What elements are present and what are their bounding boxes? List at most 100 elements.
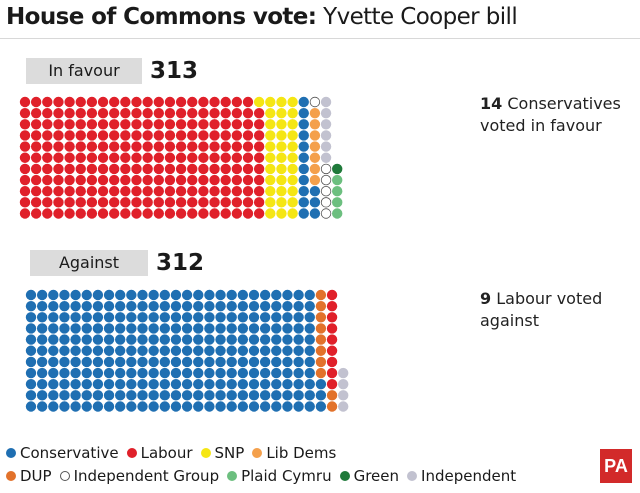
dot-favour-labour — [53, 141, 64, 152]
dot-against-conservative — [271, 390, 282, 401]
dot-against-conservative — [159, 334, 170, 345]
dot-favour-labour — [97, 107, 109, 119]
dot-against-independent — [338, 390, 349, 401]
dot-against-conservative — [193, 300, 204, 312]
dot-against-conservative — [25, 345, 37, 356]
dot-favour-labour — [30, 186, 42, 197]
dot-against-conservative — [259, 356, 271, 368]
dot-favour-labour — [120, 208, 131, 219]
dot-against-conservative — [204, 367, 215, 379]
dot-against-conservative — [148, 312, 159, 323]
dot-against-conservative — [159, 289, 170, 301]
against-total: 312 — [156, 250, 205, 276]
dot-against-conservative — [159, 356, 170, 368]
dot-against-conservative — [282, 367, 293, 379]
dot-against-conservative — [81, 300, 92, 312]
dot-against-conservative — [59, 323, 70, 334]
dot-against-conservative — [159, 390, 170, 401]
dot-against-conservative — [25, 367, 37, 379]
dot-favour-conservative — [298, 174, 309, 186]
dot-favour-labour — [75, 107, 86, 119]
dot-favour-conservative — [298, 141, 309, 152]
legend-swatch-green — [339, 471, 350, 481]
dot-against-conservative — [248, 345, 260, 356]
dot-favour-labour — [253, 174, 265, 186]
dot-favour-labour — [187, 130, 198, 141]
dot-against-conservative — [25, 323, 37, 334]
dot-favour-labour — [198, 141, 209, 152]
dot-against-conservative — [293, 390, 304, 401]
dot-against-conservative — [25, 356, 37, 368]
dot-favour-plaid-cymru — [332, 174, 343, 186]
dot-favour-labour — [198, 96, 209, 108]
dot-favour-snp — [276, 174, 287, 186]
dot-favour-snp — [287, 197, 298, 208]
dot-against-conservative — [282, 390, 293, 401]
dot-against-conservative — [315, 379, 327, 390]
dot-favour-labour — [131, 163, 142, 175]
dot-against-conservative — [115, 300, 126, 312]
dot-against-conservative — [170, 300, 182, 312]
dot-favour-labour — [131, 208, 142, 219]
dot-favour-labour — [142, 107, 153, 119]
dot-favour-labour — [30, 174, 42, 186]
legend-swatch-independent — [407, 471, 418, 481]
dot-favour-labour — [86, 130, 98, 141]
dot-favour-labour — [120, 107, 131, 119]
dot-against-conservative — [259, 323, 271, 334]
dot-against-conservative — [103, 390, 115, 401]
legend-item-independent-group: Independent Group — [59, 467, 219, 485]
dot-against-conservative — [115, 367, 126, 379]
dot-favour-labour — [164, 96, 176, 108]
dot-against-conservative — [193, 367, 204, 379]
dot-against-conservative — [181, 401, 193, 412]
dot-against-conservative — [170, 323, 182, 334]
dot-favour-labour — [209, 197, 220, 208]
dot-against-conservative — [259, 401, 271, 412]
dot-against-conservative — [282, 312, 293, 323]
dot-favour-labour — [19, 197, 31, 208]
dot-favour-snp — [276, 163, 287, 175]
legend-label-green: Green — [353, 467, 400, 485]
dot-favour-labour — [53, 186, 64, 197]
dot-favour-snp — [265, 163, 276, 175]
dot-favour-labour — [142, 186, 153, 197]
dot-favour-labour — [242, 119, 254, 130]
dot-favour-labour — [153, 208, 164, 219]
dot-favour-plaid-cymru — [332, 186, 343, 197]
dot-against-conservative — [70, 312, 81, 323]
dot-favour-labour — [42, 141, 53, 152]
dot-favour-snp — [265, 152, 276, 163]
dot-favour-labour — [19, 152, 31, 163]
dot-favour-labour — [220, 208, 231, 219]
dot-against-conservative — [315, 390, 327, 401]
legend-swatch-snp — [200, 448, 211, 458]
dot-against-conservative — [181, 379, 193, 390]
dot-favour-labour — [253, 152, 265, 163]
dot-favour-labour — [175, 119, 187, 130]
dot-against-conservative — [259, 289, 271, 301]
dot-favour-labour — [175, 208, 187, 219]
legend-item-independent: Independent — [407, 467, 516, 485]
dot-against-conservative — [181, 367, 193, 379]
dot-against-conservative — [115, 289, 126, 301]
dot-favour-labour — [164, 152, 176, 163]
dot-against-conservative — [204, 401, 215, 412]
dot-against-conservative — [48, 345, 59, 356]
dot-against-conservative — [126, 345, 137, 356]
dot-favour-labour — [19, 96, 31, 108]
dot-favour-lib-dems — [309, 130, 321, 141]
dot-favour-snp — [253, 96, 265, 108]
dot-favour-labour — [209, 141, 220, 152]
dot-against-conservative — [226, 390, 237, 401]
dot-against-conservative — [92, 312, 104, 323]
dot-against-conservative — [59, 334, 70, 345]
dot-favour-labour — [175, 197, 187, 208]
dot-against-dup — [315, 323, 327, 334]
dot-favour-snp — [265, 96, 276, 108]
dot-favour-labour — [42, 186, 53, 197]
dot-against-conservative — [215, 379, 226, 390]
dot-against-conservative — [126, 379, 137, 390]
dot-favour-labour — [175, 163, 187, 175]
dot-favour-labour — [231, 107, 243, 119]
